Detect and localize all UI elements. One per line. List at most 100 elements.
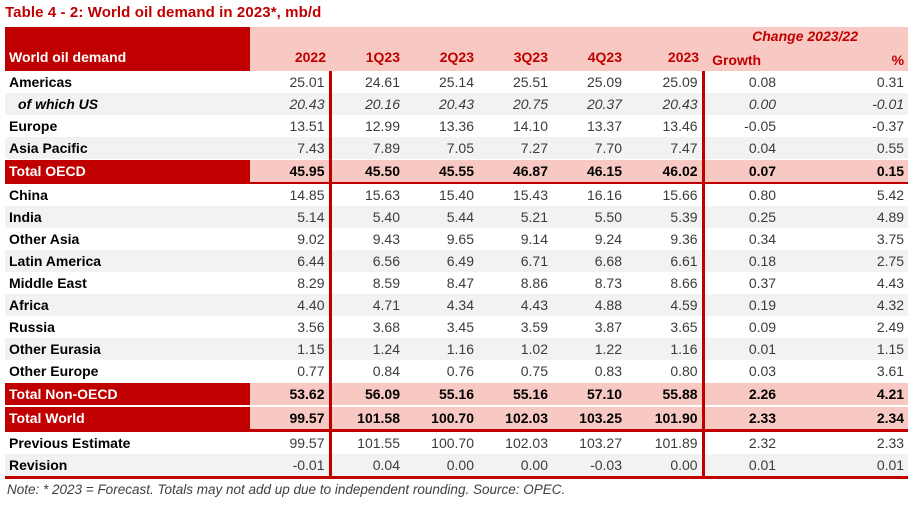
table-body: Americas 25.01 24.61 25.14 25.51 25.09 25.09 0.… <box>5 71 909 479</box>
cell-1q23: 45.50 <box>330 159 404 184</box>
cell-1q23: 4.71 <box>330 294 404 316</box>
cell-4q23: 5.50 <box>552 206 626 228</box>
column-header-: % <box>780 46 909 71</box>
cell-3q23: 55.16 <box>478 382 552 406</box>
cell-2023: 4.59 <box>626 294 705 316</box>
row-label: Previous Estimate <box>9 435 131 451</box>
world-oil-demand-table: World oil demand Change 2023/22 2022 1Q23 2Q… <box>5 27 909 479</box>
cell-2q23: 100.70 <box>404 405 478 432</box>
cell-1q23: 24.61 <box>364 74 400 90</box>
column-header-2022: 2022 <box>250 46 330 71</box>
table-row-russia: Russia 3.56 3.68 3.45 3.59 3.87 3.65 0.09 2.49 <box>5 316 908 338</box>
row-label: Americas <box>9 74 73 90</box>
cell-growth: 0.37 <box>748 275 777 291</box>
cell-1q23: 5.40 <box>330 206 404 228</box>
cell-1q23: 9.43 <box>372 231 400 247</box>
cell-2022: 25.01 <box>250 71 332 93</box>
header-row-label: World oil demand <box>5 27 250 71</box>
table-row-middle-east: Middle East 8.29 8.59 8.47 8.86 8.73 8.66 0.37 4… <box>5 272 908 294</box>
header-change-group: Change 2023/22 <box>703 27 909 46</box>
cell-3q23: 6.71 <box>478 250 552 272</box>
cell-3q23: 20.75 <box>478 93 552 115</box>
cell-2023: 8.66 <box>626 272 705 294</box>
table-note: Note: * 2023 = Forecast. Totals may not … <box>7 482 566 497</box>
cell-growth: 0.07 <box>703 159 781 184</box>
cell-: 1.15 <box>780 338 909 360</box>
cell-2023: 55.88 <box>626 382 705 406</box>
cell-4q23: 103.27 <box>579 435 622 451</box>
cell-2023: 20.43 <box>626 93 705 115</box>
table-row-other-asia: Other Asia 9.02 9.43 9.65 9.14 9.24 9.36 0.34 3.… <box>5 228 908 250</box>
cell-growth: 2.32 <box>748 435 777 451</box>
cell-3q23: 14.10 <box>512 118 548 134</box>
table-row-total-non-oecd: Total Non-OECD 53.62 56.09 55.16 55.16 57.10 5… <box>5 382 909 406</box>
cell-2022: 0.77 <box>250 360 332 383</box>
cell-growth: 0.04 <box>703 137 781 160</box>
cell-1q23: 3.68 <box>372 319 400 335</box>
cell-2q23: 13.36 <box>438 118 474 134</box>
cell-2023: 9.36 <box>626 228 705 250</box>
row-label: Europe <box>9 118 58 134</box>
cell-: 3.61 <box>876 363 905 379</box>
cell-3q23: 5.21 <box>478 206 552 228</box>
cell-2023: 6.61 <box>626 250 705 272</box>
table-row-asia-pacific: Asia Pacific 7.43 7.89 7.05 7.27 7.70 7.47 0.04… <box>5 137 909 160</box>
table-row-india: India 5.14 5.40 5.44 5.21 5.50 5.39 0.25 4.89 <box>5 206 909 228</box>
cell-3q23: 7.27 <box>478 137 552 160</box>
column-header-1q23: 1Q23 <box>330 46 404 71</box>
cell-: 2.33 <box>876 435 905 451</box>
row-label: India <box>5 206 250 228</box>
cell-2q23: 45.55 <box>404 159 478 184</box>
cell-2q23: 1.16 <box>404 338 478 360</box>
cell-2q23: 5.44 <box>404 206 478 228</box>
cell-2022: 1.15 <box>250 338 332 360</box>
cell-2023: 101.90 <box>626 405 705 432</box>
table-row-europe: Europe 13.51 12.99 13.36 14.10 13.37 13.46 -0.0… <box>5 115 908 137</box>
cell-2022: 5.14 <box>250 206 332 228</box>
cell-3q23: 15.43 <box>512 187 548 203</box>
row-label: Revision <box>5 454 250 479</box>
row-label: Other Eurasia <box>5 338 250 360</box>
cell-growth: 0.01 <box>703 338 781 360</box>
cell-4q23: 16.16 <box>586 187 622 203</box>
cell-4q23: 4.88 <box>552 294 626 316</box>
cell-1q23: 7.89 <box>330 137 404 160</box>
report-page: Table 4 - 2: World oil demand in 2023*, … <box>5 4 909 497</box>
cell-: -0.01 <box>780 93 909 115</box>
table-header: World oil demand Change 2023/22 2022 1Q23 2Q… <box>5 27 909 71</box>
cell-2022: 7.43 <box>250 137 332 160</box>
column-header-2023: 2023 <box>626 46 704 71</box>
cell-1q23: 1.24 <box>330 338 404 360</box>
cell-growth: 0.00 <box>703 93 781 115</box>
cell-2022: 53.62 <box>250 382 332 406</box>
cell-2q23: 100.70 <box>431 435 474 451</box>
cell-2q23: 7.05 <box>404 137 478 160</box>
cell-2022: 20.43 <box>250 93 332 115</box>
cell-2q23: 15.40 <box>438 187 474 203</box>
cell-: 2.49 <box>876 319 905 335</box>
cell-: 0.15 <box>780 159 909 184</box>
cell-2q23: 20.43 <box>404 93 478 115</box>
cell-2q23: 25.14 <box>438 74 474 90</box>
cell-2023: 13.46 <box>626 115 705 137</box>
cell-growth: 0.34 <box>748 231 777 247</box>
cell-1q23: 8.59 <box>372 275 400 291</box>
cell-2023: 1.16 <box>626 338 705 360</box>
cell-3q23: 1.02 <box>478 338 552 360</box>
cell-1q23: 101.55 <box>357 435 400 451</box>
cell-2022: 14.85 <box>250 183 332 206</box>
cell-1q23: 6.56 <box>330 250 404 272</box>
column-header-2q23: 2Q23 <box>404 46 478 71</box>
cell-4q23: 1.22 <box>552 338 626 360</box>
cell-1q23: 20.16 <box>330 93 404 115</box>
cell-: 4.21 <box>780 382 909 406</box>
cell-1q23: 15.63 <box>364 187 400 203</box>
cell-2022: 3.56 <box>250 316 332 338</box>
row-label: Latin America <box>5 250 250 272</box>
cell-: -0.37 <box>872 118 905 134</box>
cell-3q23: 0.75 <box>520 363 548 379</box>
cell-: 3.75 <box>876 231 905 247</box>
table-row-total-oecd: Total OECD 45.95 45.50 45.55 46.87 46.15 46.02… <box>5 159 909 184</box>
cell-: 5.42 <box>876 187 905 203</box>
table-row-previous-estimate: Previous Estimate 99.57 101.55 100.70 102.03… <box>5 430 908 454</box>
